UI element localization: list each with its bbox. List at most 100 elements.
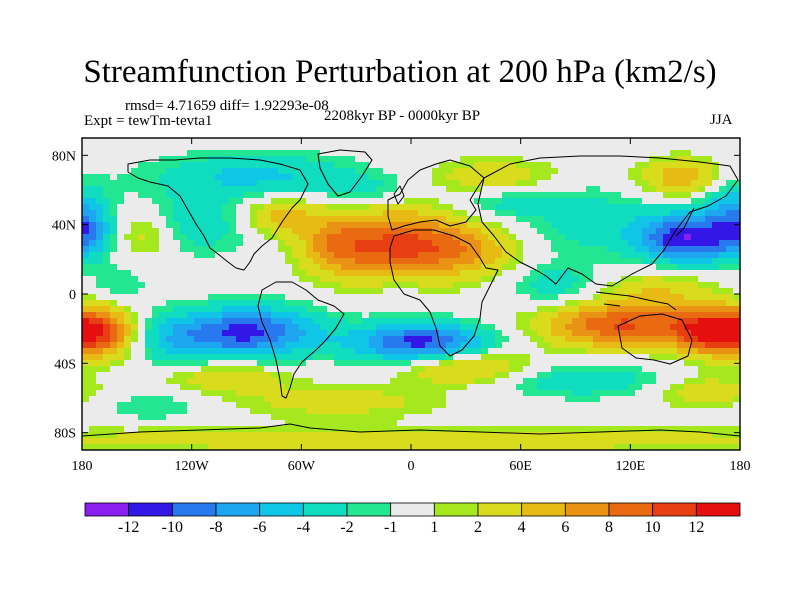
contour-cell bbox=[628, 162, 636, 169]
contour-cell bbox=[348, 288, 356, 295]
contour-cell bbox=[89, 354, 97, 361]
contour-cell bbox=[579, 198, 587, 205]
contour-cell bbox=[453, 312, 461, 319]
contour-cell bbox=[369, 348, 377, 355]
contour-cell bbox=[509, 168, 517, 175]
contour-cell bbox=[152, 390, 160, 397]
contour-cell bbox=[397, 390, 405, 397]
contour-cell bbox=[635, 210, 643, 217]
contour-cell bbox=[565, 312, 573, 319]
contour-cell bbox=[719, 324, 727, 331]
contour-cell bbox=[264, 234, 272, 241]
contour-cell bbox=[523, 276, 531, 283]
contour-cell bbox=[306, 276, 314, 283]
contour-cell bbox=[712, 150, 720, 157]
contour-cell bbox=[299, 162, 307, 169]
contour-cell bbox=[236, 198, 244, 205]
contour-cell bbox=[593, 390, 601, 397]
contour-cell bbox=[551, 354, 559, 361]
contour-cell bbox=[348, 246, 356, 253]
season-label: JJA bbox=[710, 112, 733, 128]
contour-cell bbox=[698, 204, 706, 211]
contour-cell bbox=[390, 306, 398, 313]
contour-cell bbox=[439, 144, 447, 151]
contour-cell bbox=[593, 174, 601, 181]
contour-cell bbox=[656, 390, 664, 397]
contour-cell bbox=[306, 420, 314, 427]
contour-cell bbox=[481, 282, 489, 289]
contour-cell bbox=[439, 270, 447, 277]
contour-cell bbox=[551, 282, 559, 289]
contour-cell bbox=[390, 144, 398, 151]
contour-cell bbox=[89, 330, 97, 337]
contour-cell bbox=[635, 276, 643, 283]
contour-cell bbox=[558, 402, 566, 409]
contour-cell bbox=[243, 192, 251, 199]
contour-cell bbox=[516, 342, 524, 349]
contour-cell bbox=[516, 228, 524, 235]
contour-cell bbox=[285, 300, 293, 307]
contour-cell bbox=[299, 258, 307, 265]
contour-cell bbox=[551, 144, 559, 151]
contour-cell bbox=[684, 204, 692, 211]
contour-cell bbox=[131, 306, 139, 313]
contour-cell bbox=[159, 252, 167, 259]
contour-cell bbox=[516, 438, 524, 445]
contour-cell bbox=[278, 366, 286, 373]
contour-cell bbox=[474, 168, 482, 175]
contour-cell bbox=[516, 138, 524, 145]
contour-cell bbox=[138, 210, 146, 217]
contour-cell bbox=[495, 366, 503, 373]
contour-cell bbox=[390, 138, 398, 145]
contour-cell bbox=[544, 210, 552, 217]
contour-cell bbox=[271, 414, 279, 421]
contour-cell bbox=[579, 240, 587, 247]
contour-cell bbox=[418, 324, 426, 331]
contour-cell bbox=[355, 246, 363, 253]
contour-cell bbox=[187, 246, 195, 253]
contour-cell bbox=[586, 282, 594, 289]
contour-cell bbox=[194, 312, 202, 319]
contour-cell bbox=[173, 312, 181, 319]
contour-cell bbox=[166, 348, 174, 355]
contour-cell bbox=[103, 366, 111, 373]
contour-cell bbox=[635, 204, 643, 211]
contour-cell bbox=[299, 372, 307, 379]
contour-cell bbox=[236, 402, 244, 409]
contour-cell bbox=[439, 366, 447, 373]
contour-cell bbox=[523, 348, 531, 355]
contour-cell bbox=[467, 246, 475, 253]
contour-cell bbox=[180, 174, 188, 181]
contour-cell bbox=[453, 198, 461, 205]
contour-cell bbox=[684, 294, 692, 301]
contour-cell bbox=[474, 348, 482, 355]
contour-cell bbox=[215, 294, 223, 301]
contour-cell bbox=[733, 246, 741, 253]
contour-cell bbox=[278, 222, 286, 229]
contour-cell bbox=[572, 282, 580, 289]
contour-cell bbox=[670, 210, 678, 217]
contour-cell bbox=[544, 186, 552, 193]
contour-cell bbox=[306, 390, 314, 397]
contour-cell bbox=[572, 150, 580, 157]
contour-cell bbox=[180, 198, 188, 205]
contour-cell bbox=[82, 294, 90, 301]
contour-cell bbox=[677, 378, 685, 385]
contour-cell bbox=[313, 324, 321, 331]
contour-cell bbox=[439, 156, 447, 163]
contour-cell bbox=[677, 216, 685, 223]
contour-cell bbox=[572, 330, 580, 337]
contour-cell bbox=[502, 426, 510, 433]
contour-cell bbox=[642, 408, 650, 415]
contour-cell bbox=[593, 150, 601, 157]
contour-cell bbox=[369, 402, 377, 409]
colorbar-label: 1 bbox=[430, 519, 438, 536]
contour-cell bbox=[327, 306, 335, 313]
contour-cell bbox=[222, 342, 230, 349]
contour-cell bbox=[222, 198, 230, 205]
contour-cell bbox=[292, 336, 300, 343]
contour-cell bbox=[404, 150, 412, 157]
contour-cell bbox=[516, 306, 524, 313]
contour-cell bbox=[600, 372, 608, 379]
contour-cell bbox=[152, 426, 160, 433]
